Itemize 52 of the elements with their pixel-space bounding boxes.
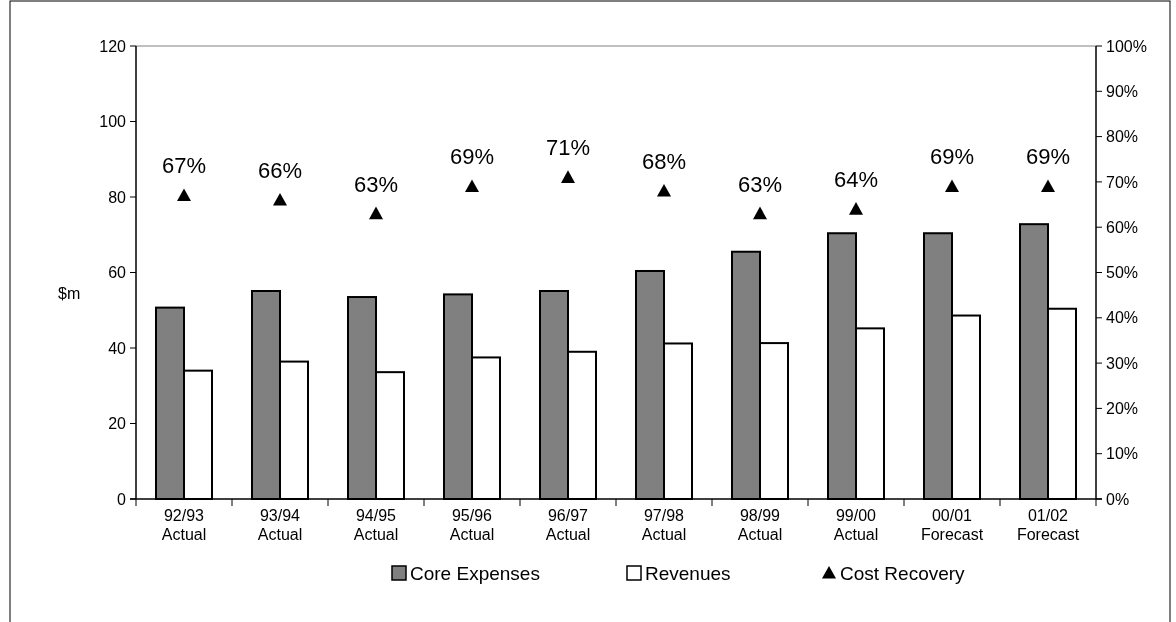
data-label: 71% bbox=[545, 135, 591, 161]
x-tick-label: 98/99 Actual bbox=[737, 507, 783, 543]
y-tick-label: 120 bbox=[99, 37, 127, 55]
data-label: 68% bbox=[641, 148, 687, 174]
y2-tick-label: 20% bbox=[1106, 400, 1139, 417]
y-tick-label: 0 bbox=[117, 490, 127, 508]
y2-tick-label: 60% bbox=[1106, 218, 1139, 236]
point bbox=[753, 206, 767, 220]
data-label: 69% bbox=[1025, 144, 1071, 170]
y2-tick-label: 50% bbox=[1106, 264, 1139, 282]
point bbox=[465, 179, 479, 193]
y-tick-label: 60 bbox=[108, 264, 127, 282]
x-tick-label: 97/98 Actual bbox=[641, 507, 687, 543]
y-tick-label: 20 bbox=[108, 415, 127, 433]
point bbox=[657, 183, 671, 197]
point bbox=[273, 193, 287, 206]
data-label: 64% bbox=[833, 167, 879, 193]
x-tick-label: 01/02 Forecast bbox=[1016, 507, 1080, 543]
y2-tick-label: 40% bbox=[1106, 309, 1139, 327]
x-tick-label: 99/00 Actual bbox=[833, 507, 879, 543]
point bbox=[561, 170, 575, 183]
x-tick-label: 96/97 Actual bbox=[545, 507, 591, 543]
point bbox=[177, 188, 191, 202]
x-tick-label: 93/94 Actual bbox=[257, 507, 303, 543]
y-axis-title: $m bbox=[58, 284, 81, 302]
x-tick-label: 00/01 Forecast bbox=[920, 507, 984, 543]
x-tick-label: 95/96 Actual bbox=[449, 507, 495, 543]
y2-tick-label: 10% bbox=[1106, 445, 1139, 463]
data-label: 63% bbox=[737, 171, 783, 197]
point bbox=[849, 202, 863, 215]
legend-label: Core Expenses bbox=[410, 562, 540, 584]
y2-tick-label: 80% bbox=[1106, 128, 1139, 146]
data-label: 69% bbox=[449, 144, 495, 170]
y-tick-label: 100 bbox=[99, 113, 127, 131]
data-label: 66% bbox=[257, 158, 303, 184]
data-label: 69% bbox=[929, 144, 975, 170]
y2-tick-label: 70% bbox=[1106, 173, 1139, 191]
x-tick-label: 92/93 Actual bbox=[161, 507, 207, 543]
point bbox=[369, 206, 383, 220]
point bbox=[945, 179, 959, 193]
data-label: 67% bbox=[161, 153, 207, 179]
y2-tick-label: 0% bbox=[1106, 490, 1130, 508]
point bbox=[1041, 179, 1055, 193]
legend-label: Revenues bbox=[645, 562, 731, 584]
y2-tick-label: 30% bbox=[1106, 354, 1139, 372]
y2-tick-label: 90% bbox=[1106, 82, 1139, 100]
legend-label: Cost Recovery bbox=[840, 562, 966, 584]
y-tick-label: 80 bbox=[108, 188, 127, 206]
data-label: 63% bbox=[353, 171, 399, 197]
x-tick-label: 94/95 Actual bbox=[353, 507, 399, 543]
y-tick-label: 40 bbox=[108, 339, 127, 357]
y2-tick-label: 100% bbox=[1106, 37, 1147, 55]
